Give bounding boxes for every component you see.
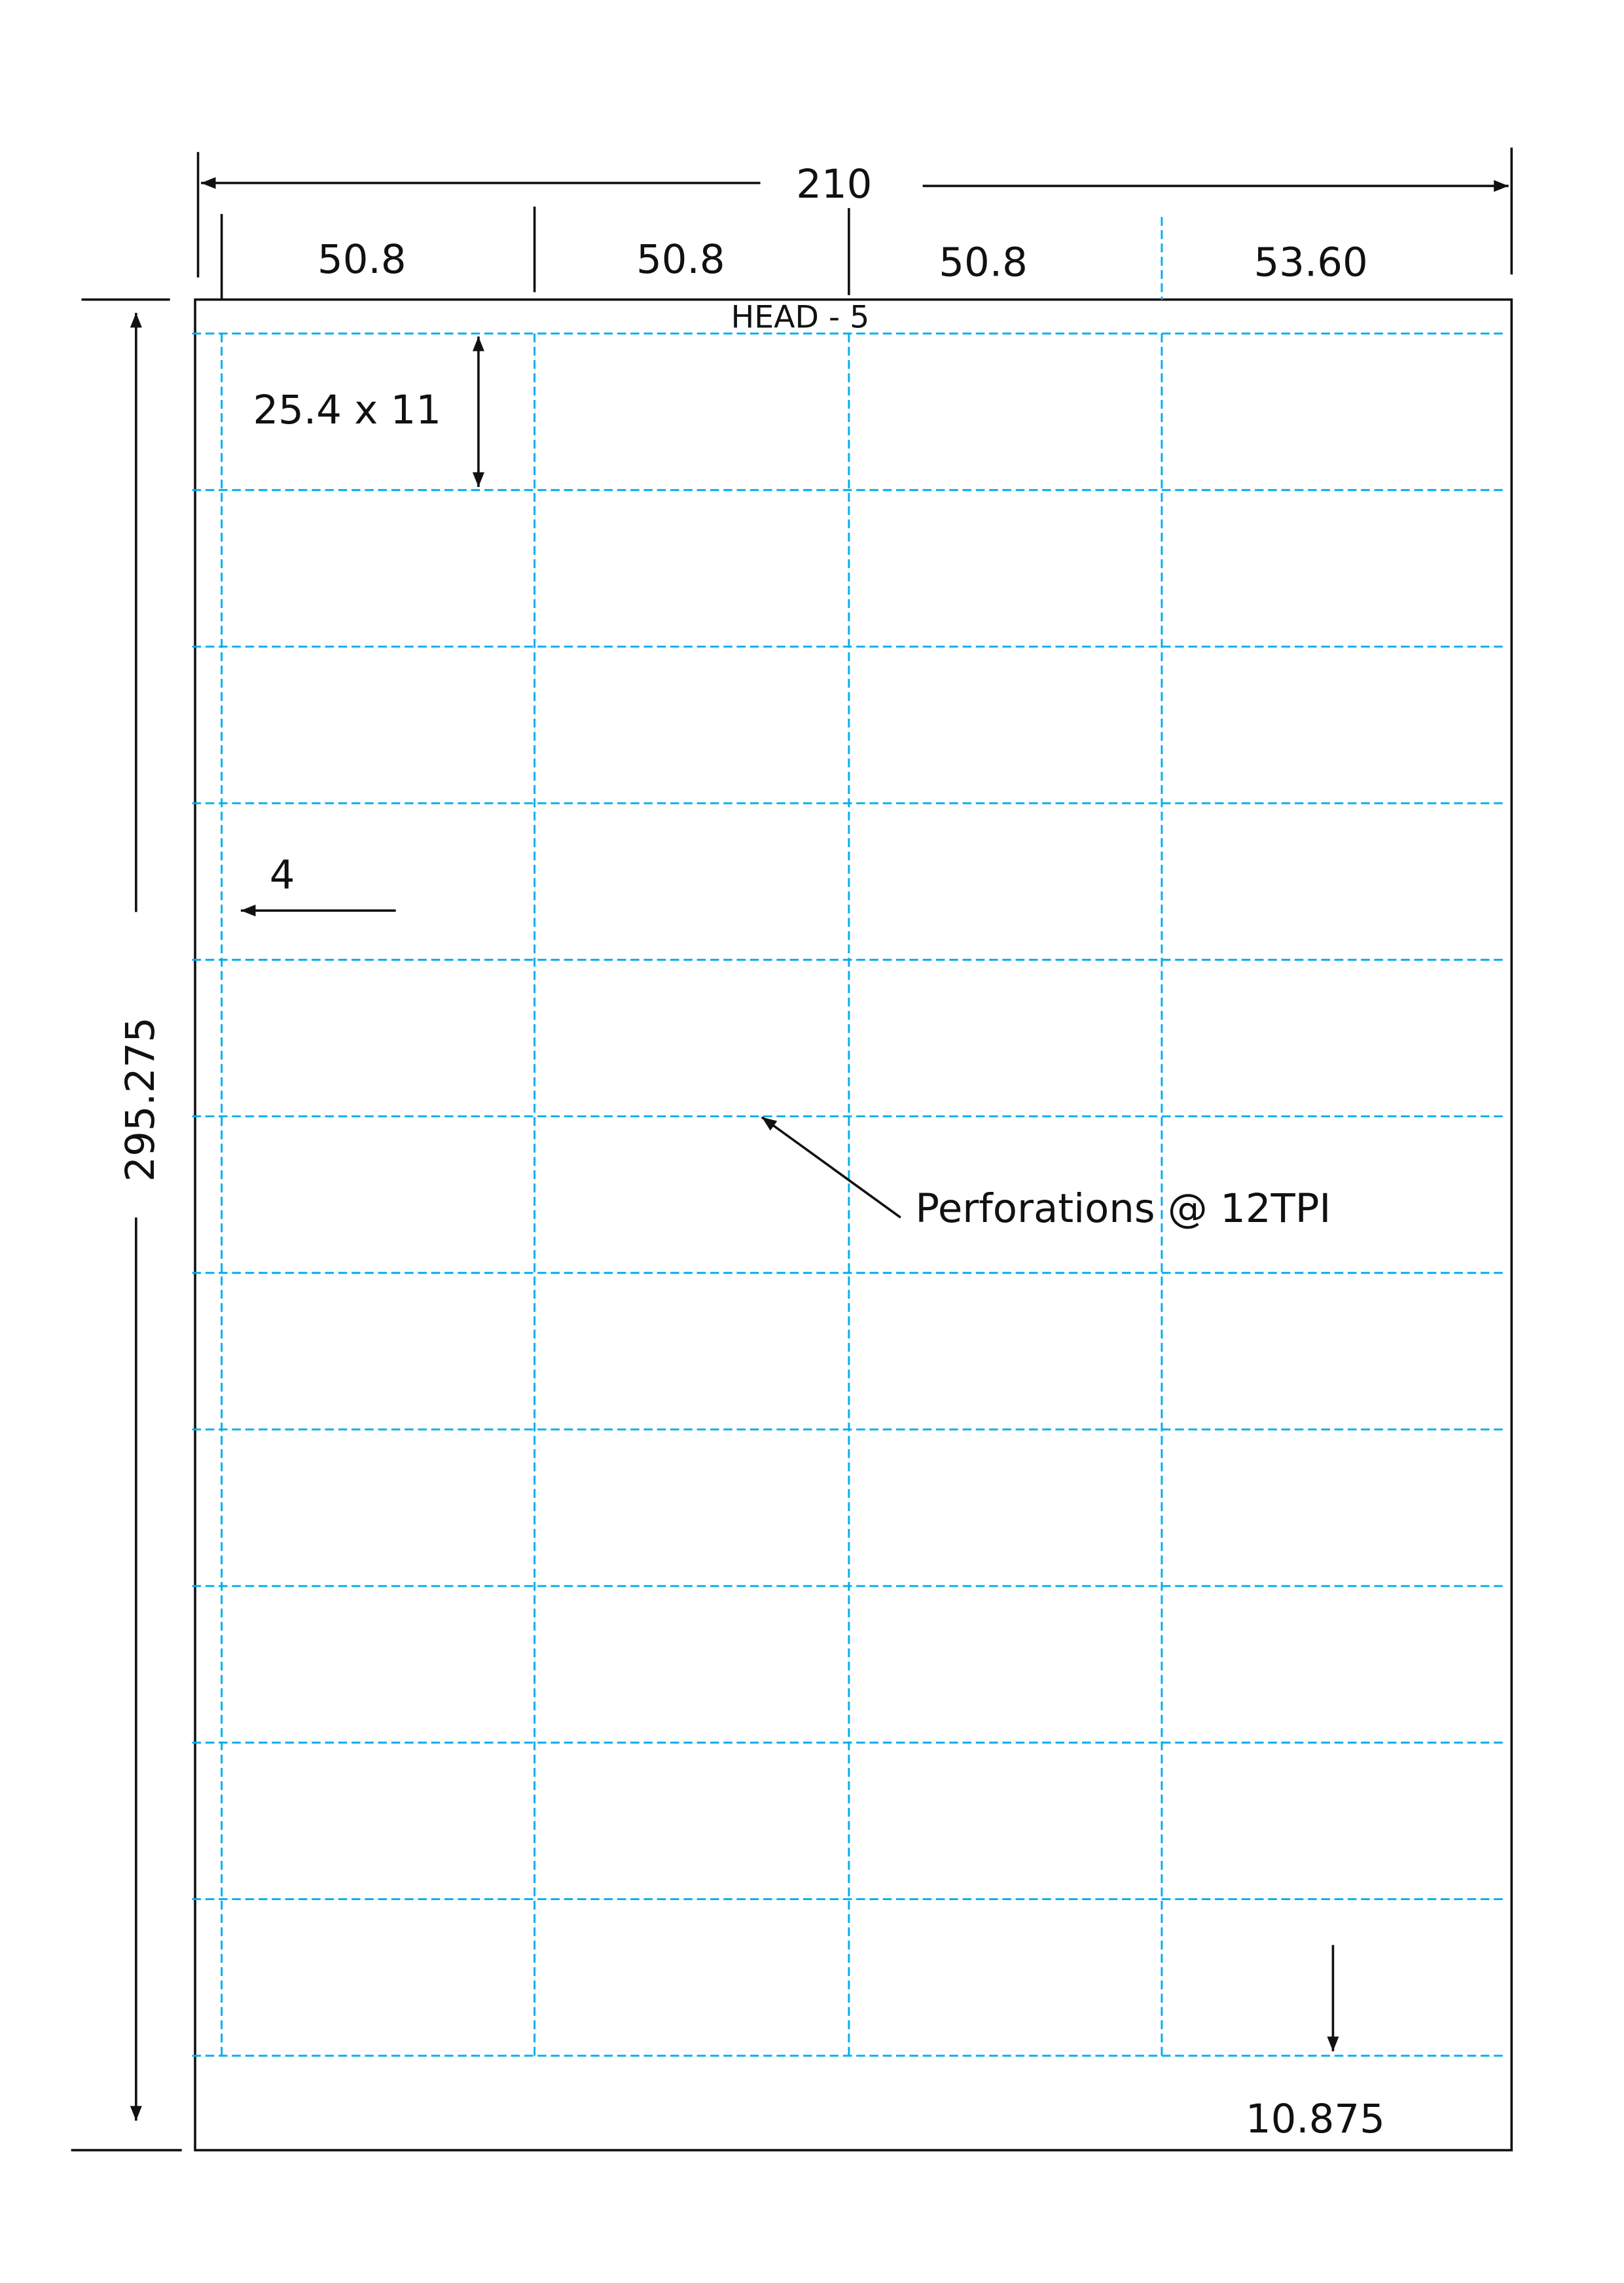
column-width-label: 50.8: [317, 236, 406, 283]
head-margin-label: HEAD - 5: [731, 300, 870, 336]
side-margin-label: 4: [270, 852, 295, 898]
label-size-label: 25.4 x 11: [253, 387, 441, 433]
perforation-callout-label: Perforations @ 12TPI: [915, 1185, 1331, 1232]
total-height-label: 295.275: [117, 1017, 164, 1182]
column-width-label: 50.8: [939, 240, 1028, 286]
total-width-label: 210: [796, 161, 872, 207]
column-width-label: 50.8: [636, 236, 725, 283]
perforation-callout-arrow: [761, 1116, 901, 1219]
bottom-margin-label: 10.875: [1246, 2096, 1385, 2142]
sheet-outline: [194, 298, 1513, 2151]
perforation-grid: [192, 333, 1506, 2057]
column-width-label: 53.60: [1254, 240, 1367, 286]
